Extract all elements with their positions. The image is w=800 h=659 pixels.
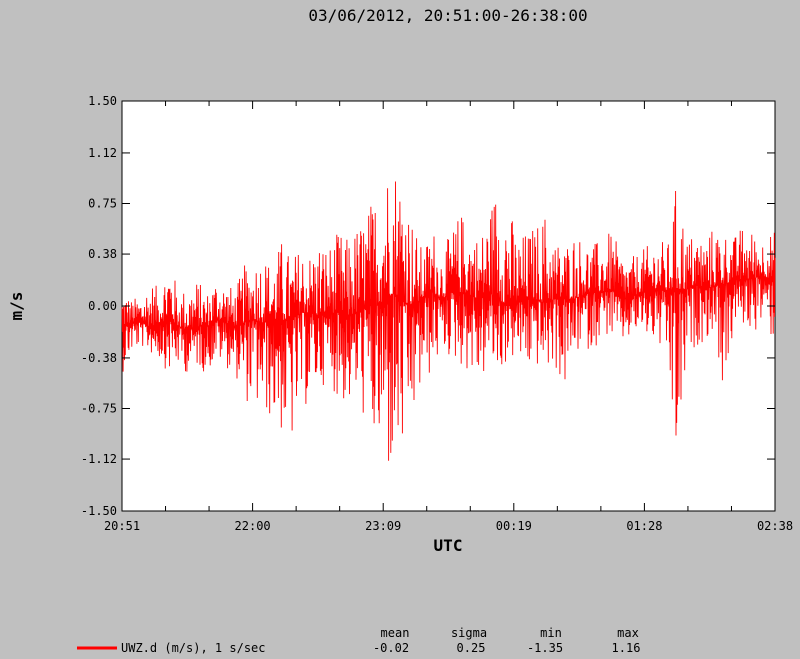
y-tick-label: 1.12	[88, 146, 117, 160]
stats-value-mean: -0.02	[373, 641, 409, 655]
x-tick-label: 00:19	[496, 519, 532, 533]
stats-value-max: 1.16	[612, 641, 641, 655]
trace-series	[121, 181, 776, 461]
stats-header-min: min	[540, 626, 562, 640]
y-tick-label: 0.38	[88, 247, 117, 261]
y-tick-label: -1.50	[81, 504, 117, 518]
y-tick-label: 1.50	[88, 94, 117, 108]
x-tick-label: 01:28	[626, 519, 662, 533]
x-axis-label: UTC	[434, 536, 463, 555]
y-axis: 1.50 1.12 0.75 0.38 0.00 -0.38 -0.75 -1.12 -1.50	[81, 94, 775, 518]
x-tick-label: 20:51	[104, 519, 140, 533]
trace-line	[121, 181, 776, 461]
stats-value-sigma: 0.25	[457, 641, 486, 655]
stats-value-min: -1.35	[527, 641, 563, 655]
x-axis: 20:51 22:00 23:09 00:19 01:28 02:38	[104, 101, 793, 533]
x-tick-label: 23:09	[365, 519, 401, 533]
y-axis-label: m/s	[7, 292, 26, 321]
stats-header-sigma: sigma	[451, 626, 487, 640]
chart-title: 03/06/2012, 20:51:00-26:38:00	[308, 6, 587, 25]
y-tick-label: 0.75	[88, 197, 117, 211]
y-tick-label: 0.00	[88, 299, 117, 313]
y-tick-label: -1.12	[81, 452, 117, 466]
y-tick-label: -0.38	[81, 351, 117, 365]
x-tick-label: 02:38	[757, 519, 793, 533]
legend-label: UWZ.d (m/s), 1 s/sec	[121, 641, 266, 655]
stats-table: mean sigma min max -0.02 0.25 -1.35 1.16	[373, 626, 641, 655]
stats-header-max: max	[617, 626, 639, 640]
x-tick-label: 22:00	[235, 519, 271, 533]
y-tick-label: -0.75	[81, 402, 117, 416]
stats-header-mean: mean	[381, 626, 410, 640]
legend: UWZ.d (m/s), 1 s/sec	[77, 641, 266, 655]
